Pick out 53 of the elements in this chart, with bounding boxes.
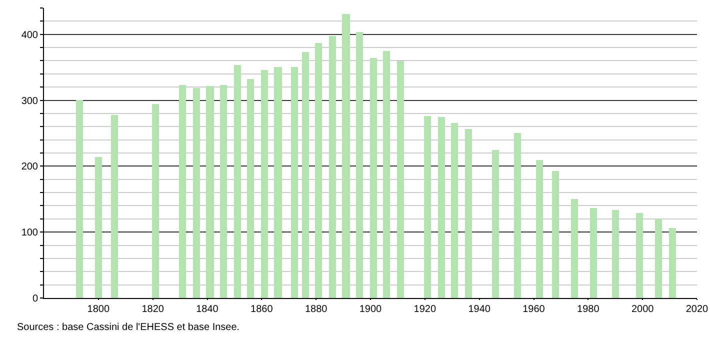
- bar: [536, 160, 543, 298]
- bar: [76, 100, 83, 298]
- bar: [383, 51, 390, 298]
- bar: [95, 157, 102, 298]
- bar: [261, 70, 268, 298]
- bar: [655, 219, 662, 298]
- bar: [492, 150, 499, 298]
- x-tick-label: 1980: [577, 304, 600, 315]
- bar: [206, 86, 214, 298]
- bar: [397, 61, 404, 298]
- bar: [514, 133, 521, 298]
- bar: [571, 199, 578, 298]
- bar: [220, 85, 227, 298]
- source-note: Sources : base Cassini de l'EHESS et base Insee.: [17, 322, 240, 333]
- bar: [438, 117, 445, 298]
- x-tick-label: 1880: [304, 304, 328, 315]
- bar: [302, 52, 309, 298]
- bar: [370, 58, 377, 298]
- bar: [465, 129, 472, 298]
- bar: [152, 104, 159, 298]
- bar: [451, 123, 458, 298]
- bar: [356, 32, 363, 298]
- y-tick-label: 100: [21, 228, 38, 239]
- x-tick-label: 1920: [414, 304, 436, 315]
- bar: [274, 67, 282, 298]
- bar: [636, 213, 643, 298]
- bar: [247, 79, 254, 298]
- bar: [291, 67, 298, 298]
- x-tick-label: 1900: [359, 304, 382, 315]
- x-tick-label: 1820: [142, 304, 164, 315]
- bar: [669, 228, 676, 298]
- x-tick-label: 1840: [196, 304, 219, 315]
- y-tick-label: 300: [21, 96, 38, 107]
- bar: [424, 116, 431, 298]
- bar: [193, 88, 200, 298]
- x-tick-label: 1960: [522, 304, 546, 315]
- bar: [315, 43, 322, 298]
- bar: [111, 115, 118, 298]
- bar: [552, 171, 559, 298]
- x-tick-label: 1800: [87, 304, 110, 315]
- x-tick-label: 1860: [250, 304, 274, 315]
- x-tick-label: 2020: [686, 304, 709, 315]
- x-tick-label: 2000: [631, 304, 654, 315]
- x-tick-label: 1940: [468, 304, 491, 315]
- bar: [342, 14, 350, 298]
- y-tick-label: 400: [21, 30, 38, 41]
- bar: [590, 208, 597, 298]
- y-tick-label: 0: [32, 294, 38, 304]
- bar: [179, 85, 186, 298]
- bar: [612, 210, 619, 298]
- bar: [329, 36, 336, 298]
- y-tick-label: 200: [21, 162, 38, 173]
- bar: [234, 65, 241, 298]
